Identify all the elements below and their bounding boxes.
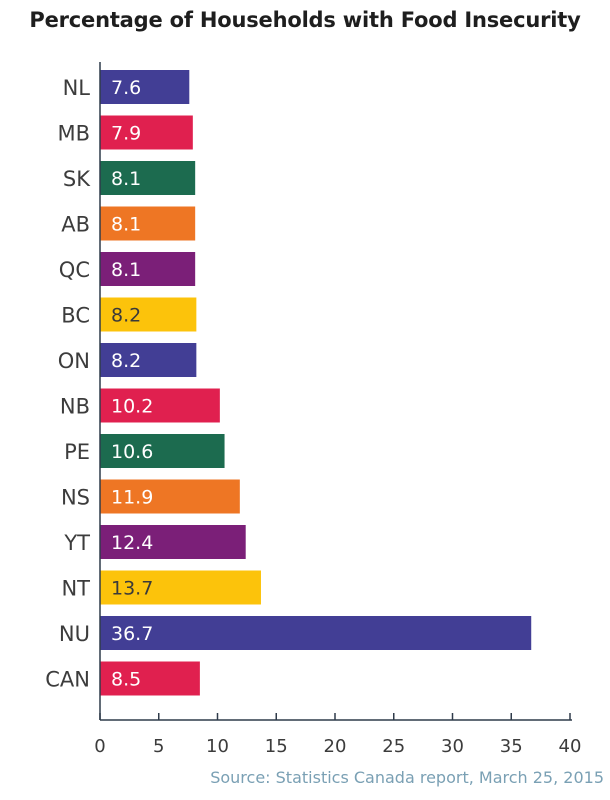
value-label-qc: 8.1 [111,259,141,281]
value-label-can: 8.5 [111,669,141,691]
source-note: Source: Statistics Canada report, March … [210,768,604,787]
category-label-sk: SK [63,167,91,191]
bar-on [100,343,197,377]
bar-yt [100,525,246,559]
category-label-pe: PE [64,440,90,464]
value-label-ns: 11.9 [111,487,153,509]
bar-sk [100,161,196,195]
value-label-nt: 13.7 [111,578,153,600]
bar-nl [100,70,190,104]
x-tick-label-35: 35 [500,736,523,757]
bar-nu [100,616,532,650]
category-label-can: CAN [45,668,90,692]
category-label-nt: NT [61,577,90,601]
category-label-bc: BC [61,304,90,328]
bar-nb [100,388,220,423]
value-label-mb: 7.9 [111,123,141,145]
category-label-ab: AB [61,213,90,237]
value-label-bc: 8.2 [111,305,141,327]
value-label-nu: 36.7 [111,623,153,645]
category-label-nl: NL [63,76,91,100]
bar-can [100,661,200,696]
category-label-mb: MB [57,122,90,146]
value-label-sk: 8.1 [111,168,141,190]
bar-bc [100,297,197,332]
x-tick-label-15: 15 [265,736,288,757]
bar-ns [100,479,240,514]
bar-mb [100,115,193,150]
category-label-nu: NU [59,622,90,646]
bar-ab [100,206,196,241]
x-tick-label-5: 5 [153,736,164,757]
x-tick-label-10: 10 [206,736,229,757]
bar-pe [100,434,225,468]
value-label-ab: 8.1 [111,214,141,236]
category-label-yt: YT [63,531,90,555]
x-tick-label-40: 40 [559,736,582,757]
x-tick-label-30: 30 [441,736,464,757]
x-tick-label-25: 25 [382,736,405,757]
chart-title: Percentage of Households with Food Insec… [29,8,581,32]
bar-nt [100,570,261,605]
category-label-on: ON [58,349,90,373]
value-label-nb: 10.2 [111,396,153,418]
x-tick-label-0: 0 [94,736,105,757]
value-label-nl: 7.6 [111,77,141,99]
bar-qc [100,252,196,286]
value-label-yt: 12.4 [111,532,153,554]
value-label-pe: 10.6 [111,441,153,463]
category-label-qc: QC [59,258,90,282]
x-tick-label-20: 20 [324,736,347,757]
category-label-ns: NS [61,486,90,510]
category-label-nb: NB [60,395,90,419]
value-label-on: 8.2 [111,350,141,372]
